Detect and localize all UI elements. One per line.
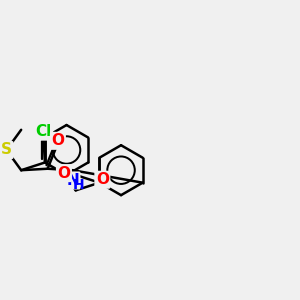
Text: H: H (73, 178, 85, 193)
Text: O: O (51, 133, 64, 148)
Text: O: O (57, 166, 70, 181)
Text: Cl: Cl (35, 124, 52, 139)
Text: O: O (96, 172, 109, 187)
Text: N: N (66, 173, 79, 188)
Text: S: S (1, 142, 12, 158)
